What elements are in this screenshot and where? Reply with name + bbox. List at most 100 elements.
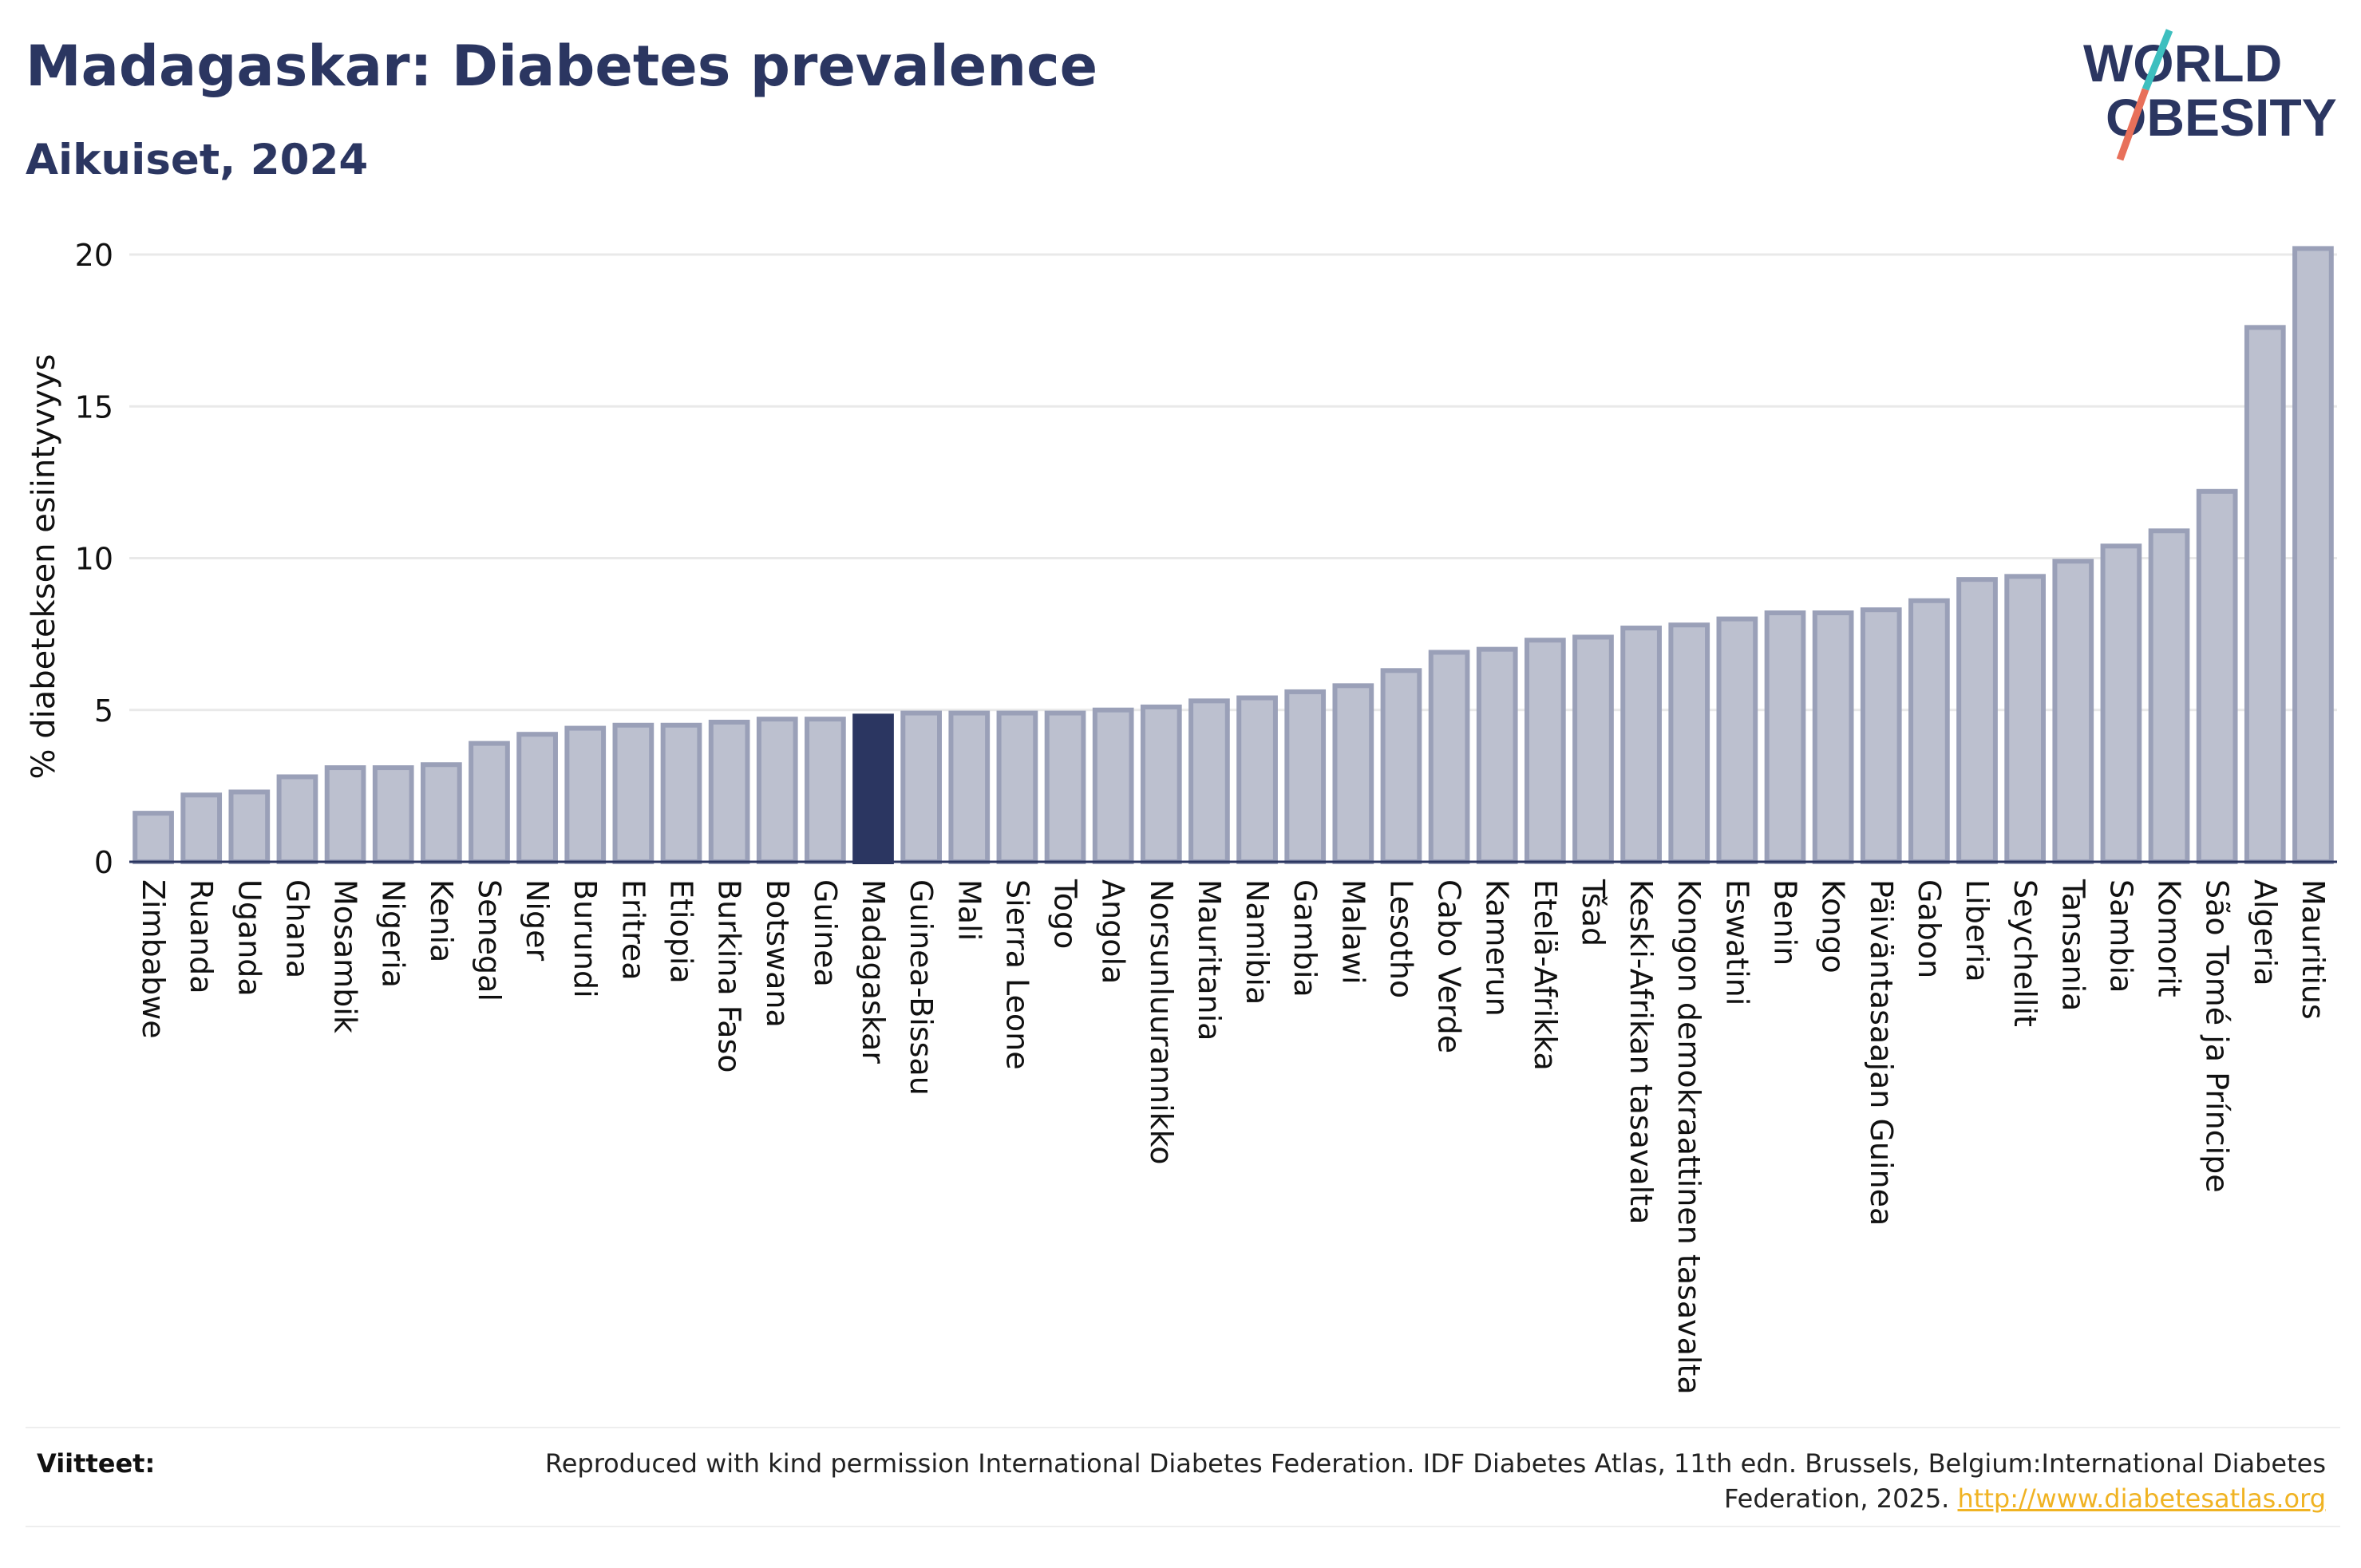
bar-45 [2292, 246, 2334, 865]
bar-13 [756, 717, 798, 864]
x-tick-label: Burundi [568, 879, 603, 998]
references-text: Reproduced with kind permission Internat… [490, 1446, 2326, 1516]
x-tick-label: Namibia [1240, 879, 1275, 1005]
x-tick-label: Algeria [2248, 879, 2283, 986]
x-tick-label: Mosambik [328, 879, 363, 1033]
x-tick-label: Cabo Verde [1432, 879, 1467, 1053]
bar-14 [805, 717, 846, 864]
x-tick-label: Botswana [760, 879, 795, 1028]
x-tick-label: Kongo [1816, 879, 1851, 974]
bar-38 [1956, 577, 1998, 865]
footer-divider-bottom [26, 1526, 2340, 1527]
bar-30 [1572, 634, 1614, 864]
references-label: Viitteet: [37, 1448, 156, 1479]
bar-20 [1092, 707, 1134, 864]
x-tick-label: Tšad [1576, 879, 1611, 946]
bar-11 [660, 722, 702, 865]
x-tick-label: Komorit [2152, 879, 2187, 997]
bar-6 [420, 762, 462, 864]
bar-7 [469, 741, 510, 864]
bar-42 [2148, 528, 2190, 865]
x-tick-label: Etiopia [664, 879, 699, 984]
y-axis-label: % diabeteksen esiintyvyys [26, 354, 62, 780]
bar-40 [2052, 559, 2094, 864]
bar-22 [1188, 698, 1230, 865]
x-tick-label: Gabon [1912, 879, 1947, 978]
x-tick-label: Keski-Afrikan tasavalta [1623, 879, 1659, 1224]
bar-3 [276, 774, 318, 865]
x-tick-label: Niger [520, 879, 555, 961]
x-tick-label: Kongon demokraattinen tasavalta [1671, 879, 1706, 1395]
x-tick-label: Norsunluurannikko [1144, 879, 1179, 1165]
bar-0 [132, 811, 174, 864]
bar-9 [564, 725, 607, 865]
x-tick-label: Ruanda [184, 879, 219, 994]
chart-title: Madagaskar: Diabetes prevalence [26, 34, 1098, 99]
x-tick-label: Ghana [279, 879, 314, 978]
x-tick-label: Päiväntasaajan Guinea [1864, 879, 1899, 1226]
bar-24 [1284, 689, 1327, 864]
logo-slash-bottom-icon [2116, 88, 2149, 161]
logo-line1: WORLD [2083, 34, 2282, 93]
bar-41 [2100, 543, 2142, 864]
bar-28 [1476, 646, 1518, 864]
bar-33 [1716, 616, 1758, 864]
bar-19 [1044, 710, 1086, 864]
bar-43 [2196, 488, 2238, 864]
bar-26 [1380, 668, 1422, 864]
x-tick-label: Madagaskar [856, 879, 891, 1064]
bar-chart: 0 5 10 15 20 % diabeteksen esiintyvyys Zimbabw… [26, 238, 2337, 1395]
x-tick-label: Kamerun [1480, 879, 1515, 1017]
bar-4 [324, 765, 366, 864]
x-tick-label: Tansania [2055, 879, 2090, 1011]
x-tick-label: Malawi [1335, 879, 1370, 985]
x-tick-label: Benin [1768, 879, 1803, 966]
bar-29 [1524, 638, 1566, 864]
bar-12 [708, 719, 750, 864]
bar-31 [1620, 626, 1662, 865]
bar-39 [2004, 574, 2047, 865]
x-tick-label: Senegal [472, 879, 507, 1001]
x-tick-label: Liberia [1960, 879, 1995, 982]
x-tick-label: Mauritania [1192, 879, 1227, 1041]
bar-18 [996, 710, 1038, 864]
x-tick-label: Guinea [808, 879, 843, 987]
bar-34 [1764, 610, 1806, 864]
bar-37 [1908, 598, 1950, 865]
bar-1 [180, 792, 223, 864]
bar-36 [1860, 607, 1902, 864]
bar-5 [372, 765, 414, 864]
bar-21 [1140, 704, 1182, 865]
bar-44 [2244, 325, 2286, 864]
chart-subtitle: Aikuiset, 2024 [26, 136, 369, 184]
bar-2 [228, 789, 271, 864]
x-tick-label: Angola [1096, 879, 1131, 984]
x-tick-label: Togo [1048, 879, 1083, 949]
world-obesity-logo: WORLD OBESITY [2083, 29, 2337, 161]
x-tick-label: Gambia [1287, 879, 1323, 997]
x-tick-label: Guinea-Bissau [904, 879, 939, 1096]
x-tick-label: Kenia [424, 879, 459, 962]
bar-35 [1812, 610, 1854, 864]
x-tick-label: Eswatini [1719, 879, 1754, 1005]
bar-15 [852, 713, 894, 864]
bar-23 [1236, 695, 1278, 864]
bar-27 [1428, 650, 1470, 865]
x-tick-label: Eritrea [615, 879, 651, 981]
x-tick-label: Sambia [2103, 879, 2138, 993]
x-tick-label: São Tomé ja Príncipe [2200, 879, 2235, 1193]
x-tick-label: Lesotho [1383, 879, 1418, 998]
x-tick-label: Burkina Faso [712, 879, 747, 1073]
x-tick-label: Mali [951, 879, 987, 941]
x-tick-label: Etelä-Afrikka [1528, 879, 1563, 1071]
y-tick-label: 10 [75, 542, 113, 577]
bar-25 [1332, 683, 1374, 864]
x-tick-label: Sierra Leone [999, 879, 1034, 1070]
references-link[interactable]: http://www.diabetesatlas.org [1957, 1483, 2326, 1514]
bar-10 [612, 722, 655, 865]
references-body: Reproduced with kind permission Internat… [544, 1448, 2326, 1514]
y-tick-label: 5 [94, 693, 113, 729]
bar-16 [900, 710, 943, 864]
x-tick-label: Mauritius [2296, 879, 2331, 1020]
x-tick-label: Zimbabwe [136, 879, 171, 1039]
